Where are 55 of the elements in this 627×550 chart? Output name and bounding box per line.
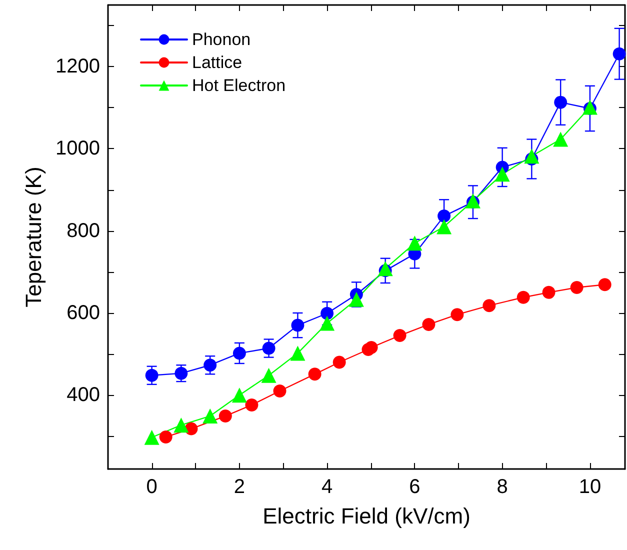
- point: [245, 398, 258, 412]
- point: [204, 358, 217, 372]
- y-tick-label: 400: [66, 384, 100, 406]
- y-tick-label: 800: [66, 220, 100, 242]
- point: [232, 388, 247, 403]
- point: [332, 356, 346, 369]
- point: [438, 210, 451, 223]
- point: [554, 96, 568, 109]
- point: [273, 384, 286, 398]
- x-tick-label: 2: [234, 476, 246, 498]
- point: [553, 132, 568, 147]
- point: [612, 47, 626, 60]
- point: [598, 278, 612, 292]
- legend-label: Lattice: [192, 53, 242, 72]
- point: [261, 368, 276, 383]
- y-tick-label: 1200: [56, 56, 100, 78]
- x-tick-label: 0: [146, 476, 158, 498]
- point: [524, 148, 540, 164]
- x-axis-title: Electric Field (kV/cm): [262, 504, 470, 528]
- point: [174, 366, 188, 380]
- point: [145, 368, 158, 382]
- point: [174, 418, 189, 433]
- point: [364, 340, 378, 354]
- y-tick-label: 600: [66, 302, 100, 324]
- point: [262, 342, 276, 355]
- point: [218, 410, 232, 423]
- point: [570, 281, 584, 294]
- point: [482, 299, 496, 312]
- x-tick-label: 8: [496, 476, 508, 498]
- y-tick-label: 1000: [56, 138, 100, 160]
- point: [378, 261, 393, 276]
- point: [320, 316, 335, 331]
- point: [159, 430, 172, 444]
- point: [516, 290, 530, 304]
- point: [320, 306, 334, 320]
- legend-label: Phonon: [192, 30, 251, 49]
- legend-label: Hot Electron: [192, 76, 286, 95]
- point: [494, 166, 510, 182]
- point: [290, 346, 306, 361]
- point: [393, 329, 406, 342]
- y-axis-title: Teperature (K): [21, 166, 46, 308]
- point: [144, 430, 160, 445]
- point: [291, 318, 304, 332]
- point: [202, 408, 218, 424]
- point: [542, 286, 556, 299]
- point: [308, 368, 322, 381]
- point: [450, 308, 464, 322]
- point: [232, 346, 246, 360]
- point: [422, 318, 436, 331]
- x-tick-label: 10: [578, 476, 602, 498]
- point: [436, 219, 452, 234]
- x-tick-label: 4: [322, 476, 333, 498]
- point: [407, 236, 422, 251]
- point: [348, 292, 364, 307]
- x-tick-label: 6: [409, 476, 420, 498]
